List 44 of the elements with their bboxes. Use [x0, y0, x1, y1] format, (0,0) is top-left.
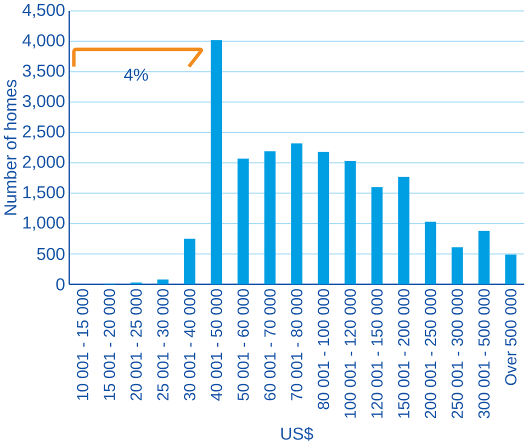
y-tick-label: 2,500	[22, 126, 65, 140]
x-tick-label: 60 001 - 70 000	[264, 289, 276, 400]
bar	[452, 247, 463, 285]
y-tick-label: 4,500	[22, 4, 65, 18]
y-tick-label: 2,000	[22, 156, 65, 170]
y-tick-label: 500	[37, 248, 65, 260]
bar	[184, 238, 196, 285]
y-tick-label: 4,000	[22, 34, 65, 49]
x-tick-label: 40 001 - 50 000	[210, 289, 222, 401]
y-tick-label: 1,000	[23, 216, 65, 231]
x-tick-label: 70 001 - 80 000	[291, 289, 302, 400]
y-tick-label: 0	[56, 278, 65, 291]
y-tick-label: 3,000	[22, 95, 65, 110]
bar	[318, 152, 330, 285]
y-tick-label: 3,500	[22, 64, 65, 79]
x-tick-label: 200 001 - 250 000	[424, 289, 436, 418]
x-tick-label: 250 001 - 300 000	[452, 289, 463, 418]
x-tick-label: 150 001 - 200 000	[398, 289, 410, 418]
bar	[264, 151, 276, 285]
bar	[398, 176, 410, 285]
bar	[505, 254, 516, 285]
x-tick-label: 15 001 - 20 000	[104, 289, 116, 400]
x-tick-label: 300 001 - 500 000	[478, 289, 490, 419]
y-tick-label: 1,500	[23, 186, 65, 200]
bar	[424, 222, 436, 285]
x-axis-title: US$	[281, 427, 314, 441]
x-tick-label: 120 001 - 150 000	[371, 289, 383, 418]
bar	[478, 231, 490, 285]
x-tick-label: 20 001 - 25 000	[130, 289, 142, 400]
bar	[344, 161, 356, 285]
x-tick-label: 25 001 - 30 000	[157, 289, 169, 400]
x-tick-label: 10 001 - 15 000	[76, 289, 88, 400]
x-tick-label: 100 001 - 120 000	[344, 289, 356, 418]
bar	[371, 187, 383, 285]
x-tick-label: Over 500 000	[505, 289, 516, 386]
x-tick-label: 80 001 - 100 000	[318, 289, 330, 410]
x-tick-label: 50 001 - 60 000	[237, 289, 249, 401]
bar	[157, 280, 169, 285]
x-tick-label: 30 001 - 40 000	[184, 289, 196, 401]
bar	[291, 144, 302, 285]
bar	[210, 40, 222, 285]
annotation: 4%	[124, 68, 148, 81]
y-axis-title: Number of homes	[4, 80, 16, 215]
bar	[238, 158, 249, 285]
